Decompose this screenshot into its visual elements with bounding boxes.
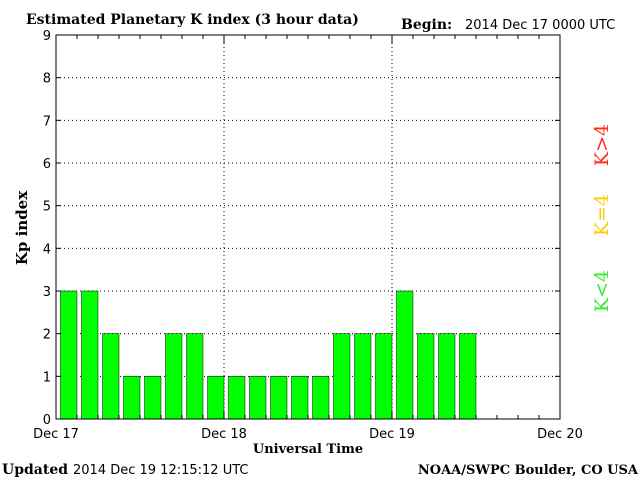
bar <box>375 333 393 420</box>
bar <box>207 376 225 420</box>
legend-k-less-4: K<4 <box>591 270 613 312</box>
bar <box>396 290 414 420</box>
chart-title: Estimated Planetary K index (3 hour data… <box>26 12 359 28</box>
legend-k-equal-4: K=4 <box>591 194 613 236</box>
bar <box>123 376 141 420</box>
y-tick-label: 5 <box>43 200 51 215</box>
begin-value: 2014 Dec 17 0000 UTC <box>465 18 615 33</box>
bar <box>81 290 99 420</box>
bar <box>333 333 351 420</box>
begin-label: Begin: <box>401 17 452 33</box>
credit-text: NOAA/SWPC Boulder, CO USA <box>418 463 639 478</box>
tick-labels: 0 1 2 3 4 5 6 7 8 9 Dec 17 Dec 18 Dec 19 Dec 20 <box>33 29 583 442</box>
bar <box>354 333 372 420</box>
y-tick-label: 2 <box>43 328 51 343</box>
y-axis-label: Kp index <box>13 190 31 265</box>
x-tick-label: Dec 18 <box>201 427 247 442</box>
bar <box>144 376 162 420</box>
y-tick-label: 9 <box>43 29 51 44</box>
bar <box>249 376 267 420</box>
y-tick-label: 6 <box>43 157 51 172</box>
x-tick-label: Dec 19 <box>369 427 415 442</box>
bar <box>165 333 183 420</box>
legend-k-greater-4: K>4 <box>591 124 613 166</box>
x-axis-label: Universal Time <box>253 442 363 457</box>
legend: K>4 K=4 K<4 <box>591 124 613 312</box>
updated-label: Updated <box>2 462 68 478</box>
bar <box>60 290 78 420</box>
plot-area <box>56 35 560 419</box>
bars <box>60 290 477 420</box>
bar <box>459 333 477 420</box>
bar <box>291 376 309 420</box>
x-tick-label: Dec 17 <box>33 427 79 442</box>
plot-background <box>56 35 560 419</box>
bar <box>438 333 456 420</box>
bar <box>312 376 330 420</box>
bar <box>417 333 435 420</box>
axes <box>55 34 561 420</box>
y-tick-label: 1 <box>43 370 51 385</box>
bar <box>102 333 120 420</box>
y-tick-label: 3 <box>43 285 51 300</box>
y-tick-label: 4 <box>43 242 51 257</box>
y-tick-label: 8 <box>43 72 51 87</box>
x-tick-label: Dec 20 <box>537 427 583 442</box>
bar <box>270 376 288 420</box>
bar <box>228 376 246 420</box>
y-tick-label: 7 <box>43 114 51 129</box>
y-tick-label: 0 <box>43 413 51 428</box>
bar <box>186 333 204 420</box>
updated-value: 2014 Dec 19 12:15:12 UTC <box>73 463 248 478</box>
